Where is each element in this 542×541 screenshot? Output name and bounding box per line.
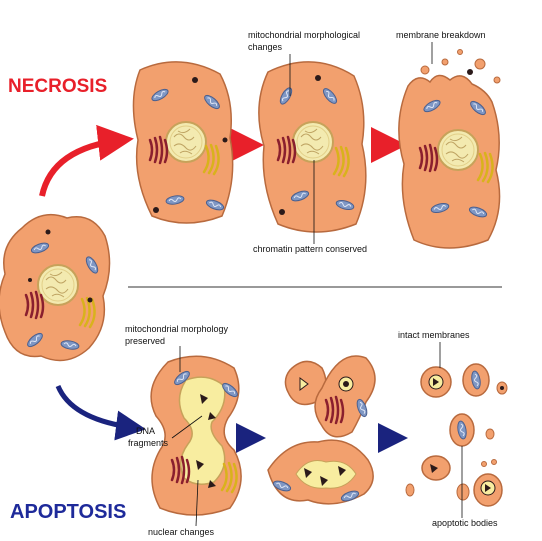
label-dna-1: DNA xyxy=(136,426,155,436)
label-membrane-breakdown: membrane breakdown xyxy=(396,30,486,40)
label-nuclear-changes: nuclear changes xyxy=(148,527,215,537)
leader-nuclear-changes xyxy=(195,479,199,527)
apoptosis-budding-cells xyxy=(267,355,376,505)
label-apoptotic-bodies: apoptotic bodies xyxy=(432,518,498,528)
label-mito-changes-1: mitochondrial morphological xyxy=(248,30,360,40)
apoptosis-arrow xyxy=(55,384,146,441)
leader-dna xyxy=(171,415,203,439)
apoptotic-bodies xyxy=(405,363,508,507)
apoptosis-title: APOPTOSIS xyxy=(10,501,126,523)
label-mito-preserved-1: mitochondrial morphology xyxy=(125,324,229,334)
label-intact-membranes: intact membranes xyxy=(398,330,470,340)
necrosis-ruptured-cell xyxy=(398,49,501,249)
label-chromatin-conserved: chromatin pattern conserved xyxy=(253,244,367,254)
necrosis-arrow xyxy=(39,124,134,197)
necrosis-swollen-cell xyxy=(132,61,234,224)
label-mito-changes-2: changes xyxy=(248,42,283,52)
normal-cell xyxy=(0,213,111,362)
label-mito-preserved-2: preserved xyxy=(125,336,165,346)
necrosis-title: NECROSIS xyxy=(8,76,107,97)
necrosis-mitochondria-cell xyxy=(258,61,367,233)
apoptosis-condensing-cell xyxy=(150,355,242,516)
label-dna-2: fragments xyxy=(128,438,169,448)
